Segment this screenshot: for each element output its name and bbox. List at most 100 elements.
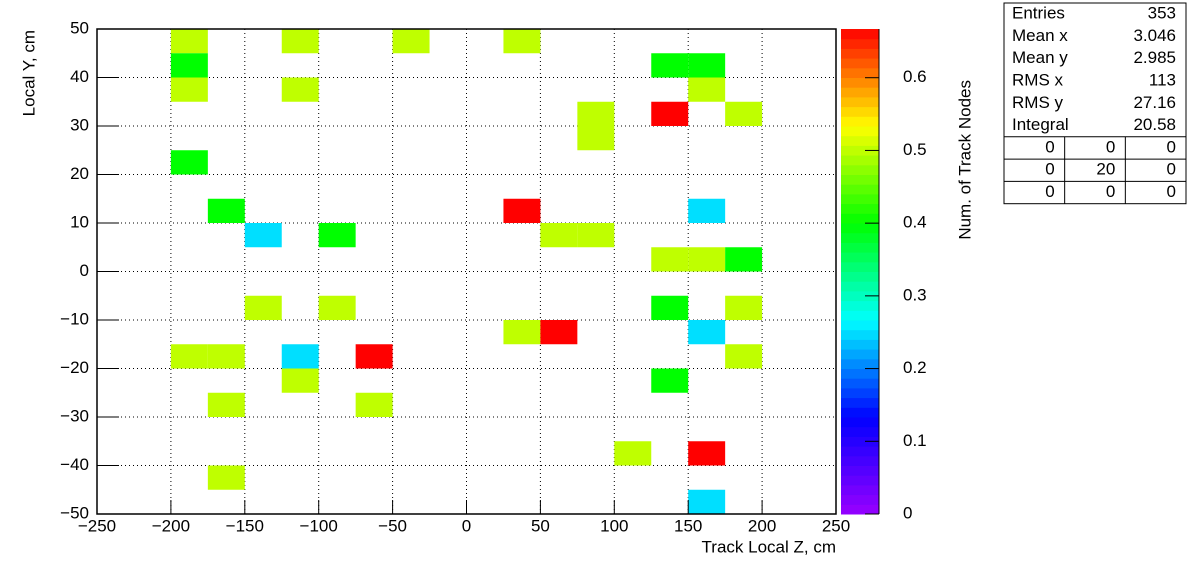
palette-band — [841, 261, 879, 272]
x-tick-label: 200 — [748, 516, 776, 535]
y-tick-label: −40 — [60, 455, 89, 474]
cell — [688, 198, 726, 223]
cell — [281, 29, 319, 54]
cell — [688, 53, 726, 78]
overflow-count: 0 — [1167, 182, 1176, 201]
z-tick-label: 0.5 — [903, 140, 927, 159]
cell — [540, 320, 578, 345]
x-tick-label: 150 — [674, 516, 702, 535]
stats-key: RMS y — [1012, 93, 1064, 112]
palette-band — [841, 407, 879, 418]
x-tick-label: −100 — [300, 516, 338, 535]
cell — [244, 295, 282, 320]
cell — [725, 344, 763, 369]
stats-key: Mean x — [1012, 26, 1068, 45]
cell — [688, 247, 726, 272]
z-tick-label: 0.3 — [903, 285, 927, 304]
cell — [540, 223, 578, 248]
overflow-count: 0 — [1167, 137, 1176, 156]
cell — [577, 223, 615, 248]
palette-band — [841, 155, 879, 166]
palette-band — [841, 96, 879, 108]
x-tick-label: 0 — [462, 516, 471, 535]
overflow-count: 0 — [1045, 160, 1054, 179]
cell — [281, 368, 319, 393]
cell — [688, 77, 726, 102]
z-tick-label: 0 — [903, 503, 912, 522]
stats-value: 27.16 — [1133, 93, 1176, 112]
palette-band — [841, 193, 879, 205]
cell — [318, 223, 356, 248]
stats-value: 2.985 — [1133, 48, 1176, 67]
cell — [651, 101, 689, 126]
stats-value: 113 — [1149, 71, 1176, 90]
palette-band — [841, 126, 879, 137]
cell — [392, 29, 430, 54]
palette-band — [841, 339, 879, 350]
x-tick-label: −50 — [378, 516, 407, 535]
cell — [355, 344, 393, 369]
y-tick-label: 10 — [70, 212, 89, 231]
x-tick-label: 250 — [822, 516, 850, 535]
palette-band — [841, 455, 879, 466]
y-tick-label: 0 — [80, 261, 89, 280]
cell — [207, 198, 245, 223]
x-axis-label: Track Local Z, cm — [702, 537, 836, 556]
palette-band — [841, 252, 879, 263]
palette-band — [841, 174, 879, 185]
palette-band — [841, 436, 879, 447]
palette-band — [841, 77, 879, 88]
cell — [577, 126, 615, 151]
palette-band — [841, 106, 879, 117]
stats-box — [1003, 2, 1187, 205]
palette-band — [841, 213, 879, 224]
cell — [577, 101, 615, 126]
palette-band — [841, 232, 879, 243]
palette-band — [841, 484, 879, 496]
cell — [355, 392, 393, 417]
y-axis-label: Local Y, cm — [19, 30, 38, 116]
overflow-count: 20 — [1096, 160, 1115, 179]
cell — [170, 77, 208, 102]
palette-band — [841, 349, 879, 360]
cell — [688, 320, 726, 345]
overflow-count: 0 — [1045, 182, 1054, 201]
palette-band — [841, 242, 879, 253]
cell — [170, 344, 208, 369]
cell — [207, 465, 245, 490]
z-tick-label: 0.2 — [903, 358, 927, 377]
palette-band — [841, 358, 879, 369]
overflow-count: 0 — [1106, 182, 1115, 201]
cell — [651, 295, 689, 320]
palette-band — [841, 184, 879, 195]
cell — [503, 29, 541, 54]
stats-key: Integral — [1012, 115, 1069, 134]
palette-band — [841, 87, 879, 98]
stats-value: 3.046 — [1133, 26, 1176, 45]
y-tick-label: 20 — [70, 164, 89, 183]
palette-band — [841, 58, 879, 69]
y-tick-label: −50 — [60, 503, 89, 522]
cell — [725, 101, 763, 126]
cell — [170, 29, 208, 54]
palette-band — [841, 135, 879, 146]
x-tick-label: −150 — [226, 516, 264, 535]
cell — [170, 150, 208, 175]
z-tick-label: 0.4 — [903, 213, 927, 232]
cell — [725, 295, 763, 320]
x-tick-label: 50 — [531, 516, 550, 535]
y-tick-label: 30 — [70, 115, 89, 134]
palette-band — [841, 465, 879, 476]
palette-band — [841, 145, 879, 156]
palette-band — [841, 203, 879, 214]
y-tick-label: 50 — [70, 18, 89, 37]
cell — [244, 223, 282, 248]
cell — [651, 368, 689, 393]
palette-band — [841, 38, 879, 49]
cell — [207, 344, 245, 369]
cell — [725, 247, 763, 272]
palette-band — [841, 116, 879, 127]
palette-band — [841, 290, 879, 302]
palette-band — [841, 271, 879, 282]
